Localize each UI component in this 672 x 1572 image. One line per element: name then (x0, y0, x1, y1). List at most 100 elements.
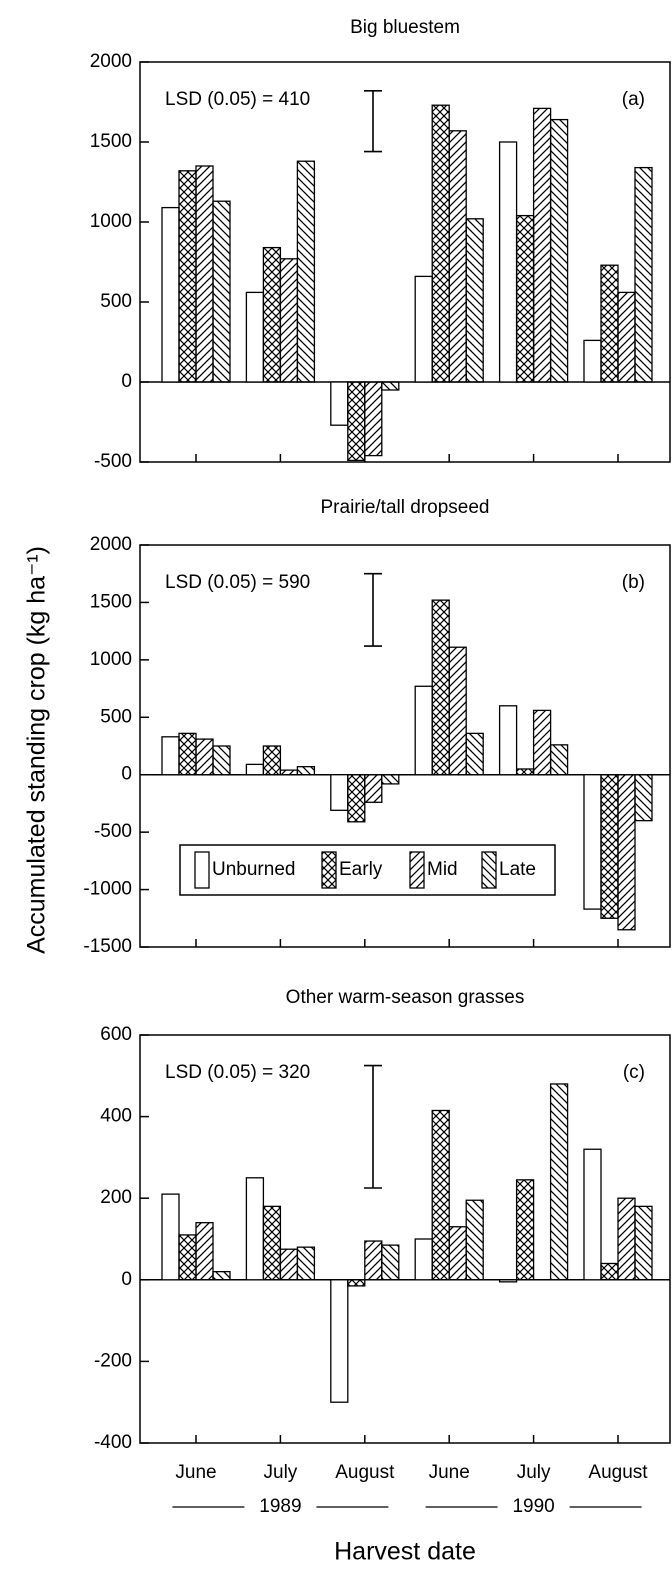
x-tick-label: July (264, 1462, 298, 1483)
bar (330, 774, 349, 811)
bar (448, 646, 467, 776)
plot-frame (139, 544, 671, 948)
y-axis-label: Accumulated standing crop (kg ha⁻¹) (23, 546, 51, 954)
y-tick-label: 0 (121, 764, 132, 785)
bar (381, 1244, 400, 1281)
bar (330, 381, 349, 426)
bar (498, 705, 518, 776)
y-tick-label: 200 (100, 1187, 132, 1208)
x-tick-label: August (588, 1462, 648, 1483)
y-tick-label: 1500 (90, 591, 132, 612)
bar (161, 206, 180, 383)
bar (515, 214, 535, 383)
bar (279, 258, 299, 383)
panel-label: (c) (623, 1062, 645, 1083)
bar (161, 736, 180, 776)
bar (262, 1205, 282, 1281)
bar (634, 774, 653, 822)
bar (532, 107, 552, 383)
chart-title: Big bluestem (350, 17, 460, 38)
chart-title: Other warm-season grasses (286, 987, 525, 1008)
legend-swatch (194, 851, 210, 889)
bar (515, 1179, 535, 1281)
bar (515, 768, 535, 776)
bar (178, 1234, 197, 1281)
plot-frame (139, 1034, 671, 1444)
legend-swatch (481, 851, 497, 889)
y-tick-label: 1000 (90, 649, 132, 670)
chart-title: Prairie/tall dropseed (321, 497, 490, 518)
bar (465, 1199, 484, 1281)
bar (600, 774, 619, 919)
bar (600, 1262, 619, 1281)
y-tick-label: -500 (94, 821, 132, 842)
bar (296, 160, 316, 383)
y-tick-label: -400 (94, 1432, 132, 1453)
bar (448, 1226, 467, 1281)
bar (549, 118, 569, 383)
y-tick-label: 500 (100, 291, 132, 312)
year-label: 1990 (512, 1496, 554, 1517)
legend-label: Late (499, 859, 536, 880)
y-tick-label: -200 (94, 1350, 132, 1371)
bar (600, 264, 619, 383)
bar (364, 381, 383, 457)
lsd-bar-line (364, 572, 382, 647)
bar (212, 200, 231, 383)
bar (364, 774, 383, 803)
bar (583, 339, 602, 383)
plot-frame (139, 61, 671, 463)
y-tick-label: 1000 (90, 211, 132, 232)
x-tick-label: August (335, 1462, 395, 1483)
bar (414, 275, 433, 383)
bar (212, 745, 231, 776)
lsd-bar (364, 1064, 382, 1189)
bar (617, 291, 636, 383)
bar (195, 165, 214, 383)
bar (549, 744, 569, 776)
legend-label: Unburned (212, 859, 295, 880)
y-tick-label: 0 (121, 1269, 132, 1290)
y-tick-label: 2000 (90, 51, 132, 72)
lsd-bar (364, 572, 382, 647)
annotation: LSD (0.05) = 320 (165, 1062, 310, 1083)
bar (431, 104, 450, 383)
lsd-bar (364, 90, 382, 153)
bar (296, 1246, 316, 1281)
bar (381, 381, 400, 391)
y-tick-label: 400 (100, 1106, 132, 1127)
bar (381, 774, 400, 785)
bar (414, 1238, 433, 1281)
bar (195, 738, 214, 776)
bar (549, 1083, 569, 1281)
bar (262, 745, 282, 776)
bar (212, 1270, 231, 1281)
bar (245, 291, 265, 383)
y-tick-label: -500 (94, 451, 132, 472)
bar (617, 1197, 636, 1281)
bar (583, 1148, 602, 1281)
bar (414, 685, 433, 776)
x-tick-label: June (175, 1462, 216, 1483)
bar (634, 1205, 653, 1281)
legend-swatch (409, 851, 425, 889)
bar (448, 130, 467, 383)
bar (431, 599, 450, 776)
panel-label: (b) (622, 572, 645, 593)
bar (347, 1279, 366, 1287)
legend-label: Early (339, 859, 383, 880)
bar (583, 774, 602, 910)
annotation: LSD (0.05) = 590 (165, 572, 310, 593)
y-tick-label: -1000 (83, 879, 132, 900)
bar (330, 1279, 349, 1403)
lsd-bar-line (364, 1064, 382, 1189)
y-tick-label: 600 (100, 1024, 132, 1045)
bar (465, 218, 484, 383)
bar (296, 766, 316, 776)
x-axis-label: Harvest date (334, 1538, 476, 1566)
y-tick-label: 500 (100, 706, 132, 727)
bar (364, 1240, 383, 1281)
bar (634, 166, 653, 383)
bar (279, 769, 299, 776)
